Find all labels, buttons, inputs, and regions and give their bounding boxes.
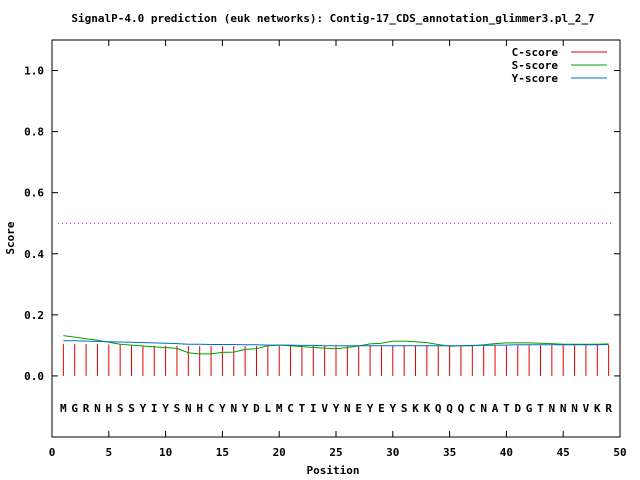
sequence-residue: T	[537, 402, 544, 415]
s-score-line	[63, 335, 609, 355]
x-tick-label: 50	[613, 446, 626, 459]
sequence-residue: N	[571, 402, 578, 415]
legend-label-s-score: S-score	[512, 59, 559, 72]
plot-frame	[51, 39, 621, 438]
sequence-residue: Y	[219, 402, 226, 415]
x-tick-label: 30	[386, 446, 399, 459]
x-tick-label: 20	[273, 446, 286, 459]
sequence-residue: H	[105, 402, 112, 415]
sequence-residue: Y	[140, 402, 147, 415]
x-tick-labels: 0 5 10 15 20 25 30 35 40 45 50	[49, 446, 627, 459]
sequence-residue: N	[549, 402, 556, 415]
sequence-residue: N	[185, 402, 192, 415]
x-tick-label: 0	[49, 446, 56, 459]
sequence-residue: D	[253, 402, 260, 415]
sequence-residue: T	[299, 402, 306, 415]
x-tick-label: 15	[216, 446, 229, 459]
y-tick-label: 0.6	[24, 187, 44, 200]
sequence-residue: G	[71, 402, 78, 415]
sequence-residue: T	[503, 402, 510, 415]
sequence-residue: M	[276, 402, 283, 415]
sequence-residue: Y	[242, 402, 249, 415]
sequence-residue: V	[583, 402, 590, 415]
y-tick-label: 0.2	[24, 309, 44, 322]
x-tick-label: 5	[105, 446, 112, 459]
sequence-residue: Q	[446, 402, 453, 415]
sequence-residue: S	[174, 402, 181, 415]
sequence-residue: Y	[389, 402, 396, 415]
chart-title: SignalP-4.0 prediction (euk networks): C…	[71, 12, 594, 25]
sequence-residue: N	[230, 402, 237, 415]
sequence-residue: V	[321, 402, 328, 415]
y-tick-label: 1.0	[24, 65, 44, 78]
sequence-residue: M	[60, 402, 67, 415]
sequence-residue: Y	[367, 402, 374, 415]
x-tick-label: 10	[159, 446, 172, 459]
sequence-residue: A	[492, 402, 499, 415]
sequence-residue: K	[594, 402, 601, 415]
sequence-residue: C	[208, 402, 215, 415]
sequence-residue: S	[128, 402, 135, 415]
sequence-residue: K	[412, 402, 419, 415]
sequence-residue: H	[196, 402, 203, 415]
x-tick-label: 35	[443, 446, 456, 459]
sequence-residue: S	[401, 402, 408, 415]
sequence-residue: Q	[435, 402, 442, 415]
sequence-residue: K	[424, 402, 431, 415]
sequence-residue: E	[355, 402, 362, 415]
sequence-residue: C	[469, 402, 476, 415]
y-axis-label: Score	[4, 221, 17, 254]
x-axis-label: Position	[307, 464, 360, 477]
legend-label-c-score: C-score	[512, 46, 559, 59]
y-tick-label: 0.8	[24, 126, 44, 139]
tick-marks	[51, 40, 621, 437]
sequence-residue: R	[83, 402, 90, 415]
y-score-line	[63, 340, 609, 347]
x-tick-label: 25	[329, 446, 342, 459]
y-tick-label: 0.0	[24, 370, 44, 383]
sequence-residue: I	[310, 402, 317, 415]
sequence-residue: E	[378, 402, 385, 415]
sequence-residue: Y	[333, 402, 340, 415]
sequence-residue: S	[117, 402, 124, 415]
legend-label-y-score: Y-score	[512, 72, 559, 85]
sequence-residue: I	[151, 402, 158, 415]
y-tick-label: 0.4	[24, 248, 44, 261]
sequence-residue: N	[94, 402, 101, 415]
series-layer	[62, 335, 610, 376]
sequence-residue: R	[605, 402, 612, 415]
sequence-residue: Q	[458, 402, 465, 415]
sequence-residue: N	[344, 402, 351, 415]
sequence-residue: D	[514, 402, 521, 415]
sequence-residue: G	[526, 402, 533, 415]
sequence-residue: Y	[162, 402, 169, 415]
sequence-residue: L	[265, 402, 272, 415]
sequence-residue: N	[480, 402, 487, 415]
x-tick-label: 40	[500, 446, 513, 459]
sequence-residue: N	[560, 402, 567, 415]
y-tick-labels: 0.0 0.2 0.4 0.6 0.8 1.0	[24, 65, 44, 383]
x-tick-label: 45	[557, 446, 570, 459]
sequence-residue: C	[287, 402, 294, 415]
